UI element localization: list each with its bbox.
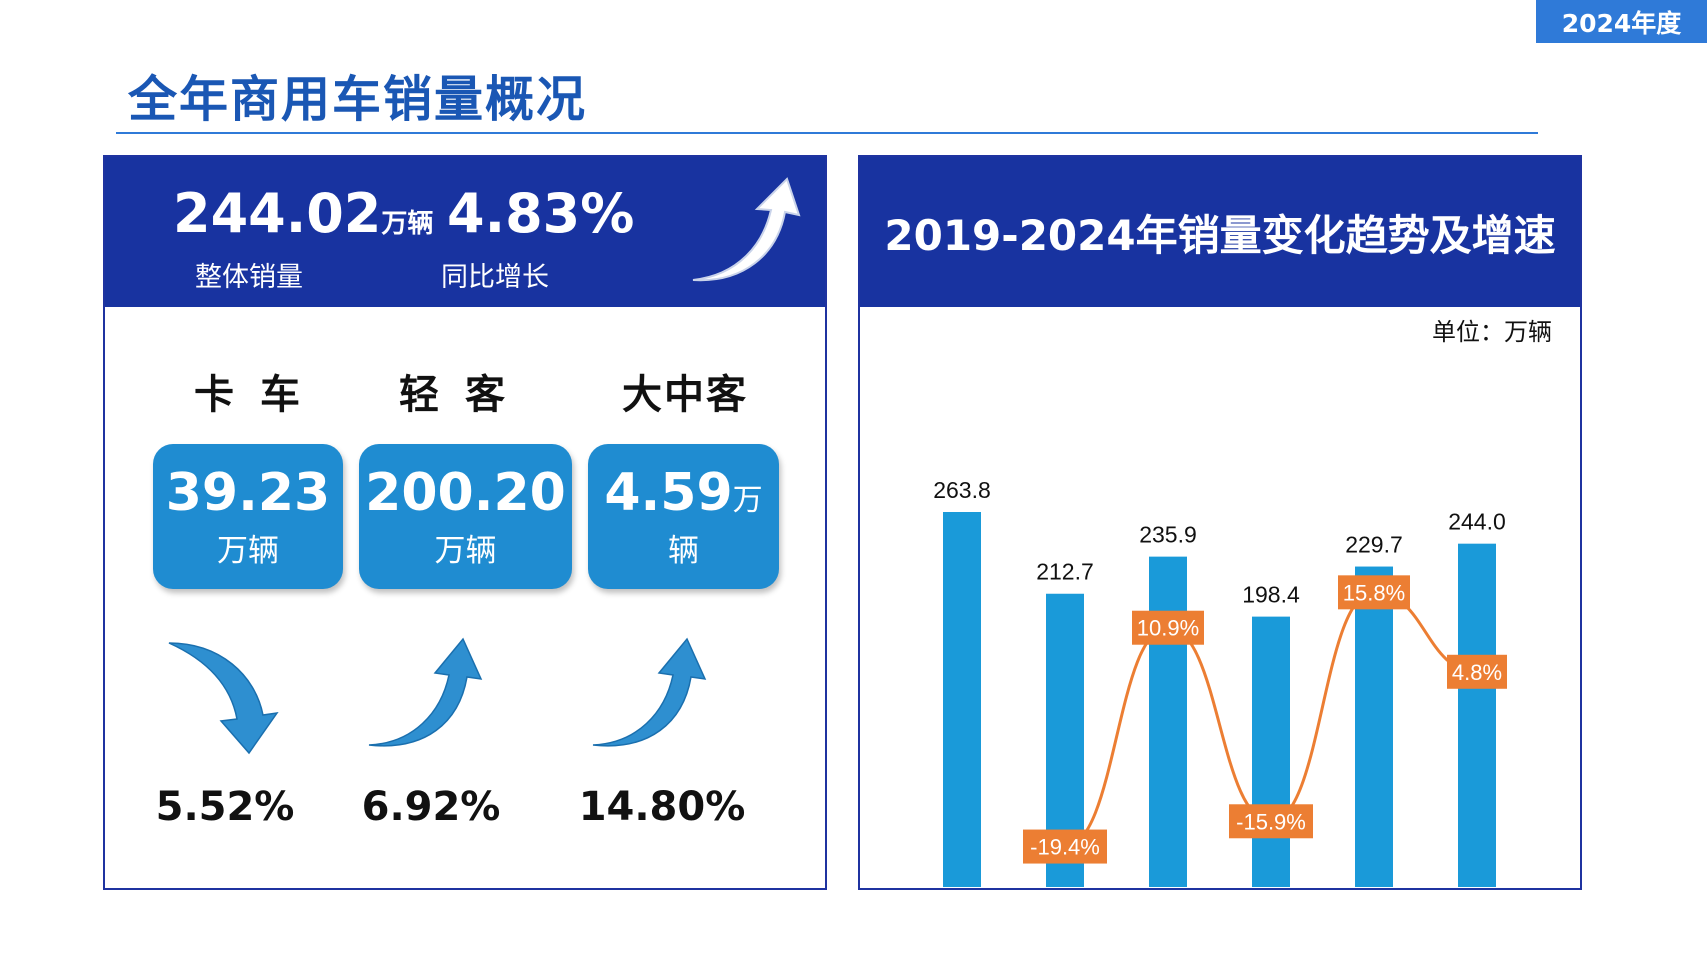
growth-label: -15.9% xyxy=(1236,809,1306,834)
growth-label-box xyxy=(1229,804,1313,839)
unit-label: 单位：万辆 xyxy=(1432,318,1552,346)
sales-chart: 263.82019年212.72020年235.92021年198.42022年… xyxy=(933,477,1507,887)
summary-header: 244.02万辆 整体销量 4.83% 同比增长 xyxy=(105,157,825,307)
truck-value: 39.23 xyxy=(165,463,331,523)
bar-4 xyxy=(1355,566,1393,887)
bar-value-label: 229.7 xyxy=(1345,532,1403,558)
light-bus-up-arrow-icon xyxy=(368,637,483,747)
growth-label: 10.9% xyxy=(1137,616,1199,641)
truck-unit: 万辆 xyxy=(217,532,279,569)
bar-value-label: 244.0 xyxy=(1448,509,1506,535)
category-name-light-bus: 轻 客 xyxy=(399,372,511,418)
bar-2 xyxy=(1149,556,1187,887)
category-name-truck: 卡 车 xyxy=(194,372,306,418)
bar-value-label: 212.7 xyxy=(1036,559,1094,585)
truck-change: 5.52% xyxy=(155,784,295,830)
bar-value-label: 263.8 xyxy=(933,477,991,503)
bus-change: 14.80% xyxy=(578,784,746,830)
title-divider xyxy=(116,132,1538,134)
year-tag: 2024年度 xyxy=(1536,0,1707,43)
category-name-bus: 大中客 xyxy=(622,372,748,418)
bus-unit-inline: 万 xyxy=(732,483,763,518)
growth-label-box xyxy=(1338,575,1410,610)
growth-label-box xyxy=(1023,829,1107,864)
chart-title: 2019-2024年销量变化趋势及增速 xyxy=(884,210,1556,260)
total-sales-unit: 万辆 xyxy=(381,209,434,239)
growth-label-box xyxy=(1132,610,1204,645)
bar-value-label: 235.9 xyxy=(1139,522,1197,548)
total-sales: 244.02万辆 xyxy=(173,187,433,241)
page-title: 全年商用车销量概况 xyxy=(128,71,588,128)
growth-label: -19.4% xyxy=(1030,835,1100,860)
chart-panel: 2019-2024年销量变化趋势及增速 单位：万辆 263.82019年212.… xyxy=(858,155,1582,890)
bus-card: 4.59万 辆 xyxy=(588,444,779,589)
bus-value: 4.59 xyxy=(604,463,733,523)
growth-label: 15.8% xyxy=(1343,580,1405,605)
light-bus-value: 200.20 xyxy=(365,463,566,523)
summary-panel: 244.02万辆 整体销量 4.83% 同比增长 卡 车 轻 客 大中客 39.… xyxy=(103,155,827,890)
truck-card: 39.23 万辆 xyxy=(153,444,343,589)
total-sales-value: 244.02 xyxy=(173,182,382,245)
growth-value: 4.83% xyxy=(447,182,635,245)
growth-label: 4.8% xyxy=(1452,660,1502,685)
bar-3 xyxy=(1252,616,1290,887)
growth-label: 同比增长 xyxy=(441,262,549,293)
light-bus-card: 200.20 万辆 xyxy=(359,444,572,589)
bus-up-arrow-icon xyxy=(592,637,707,747)
bus-value-line: 4.59万 xyxy=(588,466,779,521)
light-bus-change: 6.92% xyxy=(361,784,501,830)
total-sales-label: 整体销量 xyxy=(195,262,303,293)
bar-5 xyxy=(1458,543,1496,887)
growth-arrow-icon xyxy=(692,177,801,282)
truck-down-arrow-icon xyxy=(168,642,279,755)
bar-value-label: 198.4 xyxy=(1242,582,1300,608)
chart-header: 2019-2024年销量变化趋势及增速 xyxy=(860,157,1580,307)
bar-0 xyxy=(943,512,981,887)
bus-unit: 辆 xyxy=(668,532,699,569)
growth-label-box xyxy=(1447,654,1507,689)
light-bus-unit: 万辆 xyxy=(434,532,497,569)
